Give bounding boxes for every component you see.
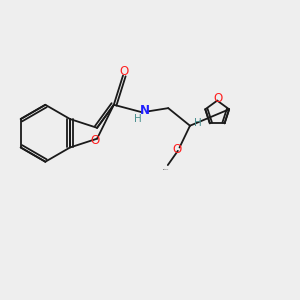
Text: methoxy: methoxy — [163, 169, 169, 170]
Text: H: H — [134, 114, 142, 124]
Text: O: O — [119, 65, 128, 78]
Text: O: O — [213, 92, 222, 105]
Text: N: N — [140, 104, 150, 117]
Text: O: O — [173, 143, 182, 156]
Text: O: O — [90, 134, 99, 147]
Text: H: H — [194, 118, 201, 128]
